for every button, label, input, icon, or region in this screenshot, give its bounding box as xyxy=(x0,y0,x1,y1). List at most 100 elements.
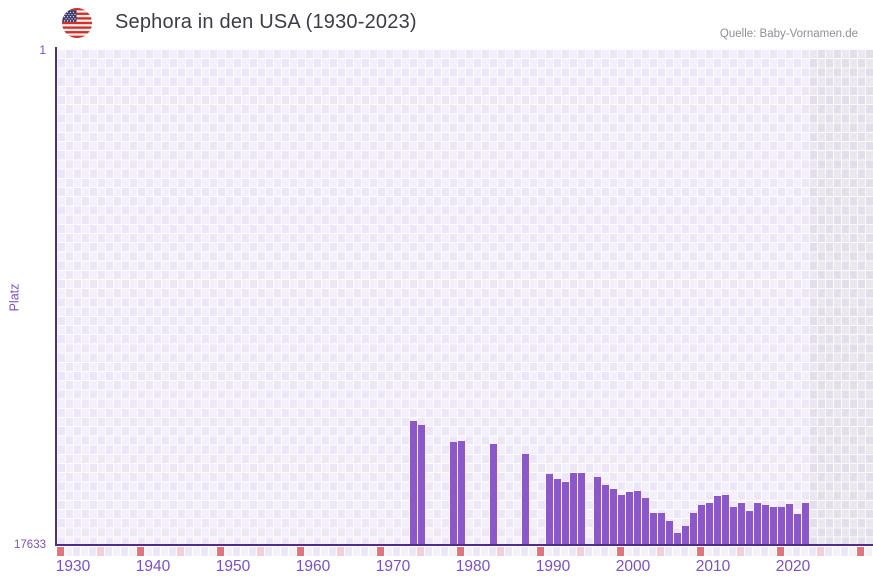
bar-1996[interactable] xyxy=(602,485,609,545)
strip-cell-2005 xyxy=(673,547,680,556)
strip-cell-2021 xyxy=(801,547,808,556)
bar-2012[interactable] xyxy=(730,506,737,545)
source-label: Quelle: Baby-Vornamen.de xyxy=(719,28,858,40)
strip-cell-1932 xyxy=(89,547,96,556)
strip-cell-2008 xyxy=(697,547,704,556)
bar-2002[interactable] xyxy=(650,513,657,545)
bar-1993[interactable] xyxy=(578,472,585,545)
bar-2008[interactable] xyxy=(698,505,705,545)
strip-cell-1982 xyxy=(489,547,496,556)
x-tick-1990: 1990 xyxy=(535,558,571,575)
bar-2007[interactable] xyxy=(690,513,697,545)
y-axis-min-tick: 17633 xyxy=(14,539,46,551)
bar-1990[interactable] xyxy=(554,479,561,545)
strip-cell-1943 xyxy=(177,547,184,556)
strip-cell-2024 xyxy=(825,547,832,556)
bar-2016[interactable] xyxy=(762,505,769,545)
bar-2020[interactable] xyxy=(794,514,801,545)
strip-cell-1941 xyxy=(161,547,168,556)
strip-cell-2015 xyxy=(753,547,760,556)
bar-2014[interactable] xyxy=(746,510,753,545)
bar-1973[interactable] xyxy=(418,425,425,545)
bar-1995[interactable] xyxy=(594,477,601,545)
x-tick-2010: 2010 xyxy=(695,558,731,575)
bar-2011[interactable] xyxy=(722,494,729,545)
strip-cell-1931 xyxy=(81,547,88,556)
strip-cell-1960 xyxy=(313,547,320,556)
bar-2017[interactable] xyxy=(770,506,777,545)
bar-1977[interactable] xyxy=(450,442,457,545)
strip-cell-2006 xyxy=(681,547,688,556)
strip-cell-1965 xyxy=(353,547,360,556)
x-tick-1940: 1940 xyxy=(135,558,171,575)
strip-cell-2013 xyxy=(737,547,744,556)
strip-cell-1971 xyxy=(401,547,408,556)
strip-cell-1940 xyxy=(153,547,160,556)
bar-1978[interactable] xyxy=(458,441,465,545)
strip-cell-1928 xyxy=(57,547,64,556)
y-axis-line xyxy=(55,47,57,546)
strip-cell-1949 xyxy=(225,547,232,556)
bar-2004[interactable] xyxy=(666,521,673,545)
strip-cell-1996 xyxy=(601,547,608,556)
strip-cell-2003 xyxy=(657,547,664,556)
bar-1982[interactable] xyxy=(490,443,497,545)
bar-1972[interactable] xyxy=(410,421,417,545)
bar-2019[interactable] xyxy=(786,504,793,545)
strip-cell-1953 xyxy=(257,547,264,556)
bar-1991[interactable] xyxy=(562,482,569,545)
strip-cell-2001 xyxy=(641,547,648,556)
bar-1999[interactable] xyxy=(626,491,633,545)
strip-cell-1990 xyxy=(553,547,560,556)
bar-1992[interactable] xyxy=(570,473,577,545)
strip-cell-1930 xyxy=(73,547,80,556)
strip-cell-1980 xyxy=(473,547,480,556)
strip-cell-2002 xyxy=(649,547,656,556)
bar-1998[interactable] xyxy=(618,495,625,545)
strip-cell-1954 xyxy=(265,547,272,556)
strip-cell-1978 xyxy=(457,547,464,556)
bar-2021[interactable] xyxy=(802,503,809,545)
strip-cell-1969 xyxy=(385,547,392,556)
y-axis-title: Platz xyxy=(7,283,21,312)
bar-2006[interactable] xyxy=(682,525,689,545)
bar-1997[interactable] xyxy=(610,489,617,545)
strip-cell-2012 xyxy=(729,547,736,556)
strip-cell-1966 xyxy=(361,547,368,556)
bar-2005[interactable] xyxy=(674,532,681,545)
bar-2013[interactable] xyxy=(738,503,745,545)
strip-cell-1967 xyxy=(369,547,376,556)
plot-area xyxy=(57,49,873,545)
bar-2009[interactable] xyxy=(706,503,713,545)
strip-cell-1944 xyxy=(185,547,192,556)
bar-2018[interactable] xyxy=(778,506,785,545)
strip-cell-2020 xyxy=(793,547,800,556)
us-flag-icon xyxy=(62,8,92,38)
strip-cell-1997 xyxy=(609,547,616,556)
bar-1989[interactable] xyxy=(546,474,553,545)
bar-1986[interactable] xyxy=(522,453,529,545)
bar-2015[interactable] xyxy=(754,503,761,545)
strip-cell-1981 xyxy=(481,547,488,556)
bar-2003[interactable] xyxy=(658,513,665,545)
strip-cell-1962 xyxy=(329,547,336,556)
strip-cell-1946 xyxy=(201,547,208,556)
timeline-strip xyxy=(57,547,873,556)
strip-cell-2028 xyxy=(857,547,864,556)
bar-2001[interactable] xyxy=(642,497,649,545)
bar-2010[interactable] xyxy=(714,496,721,545)
strip-cell-2025 xyxy=(833,547,840,556)
strip-cell-1934 xyxy=(105,547,112,556)
strip-cell-1937 xyxy=(129,547,136,556)
bar-2000[interactable] xyxy=(634,490,641,545)
strip-cell-1972 xyxy=(409,547,416,556)
strip-cell-1961 xyxy=(321,547,328,556)
strip-cell-2011 xyxy=(721,547,728,556)
strip-cell-1959 xyxy=(305,547,312,556)
strip-cell-1950 xyxy=(233,547,240,556)
x-axis-labels: 1930 1940 1950 1960 1970 1980 1990 2000 2010 2020 xyxy=(0,558,873,580)
strip-cell-1973 xyxy=(417,547,424,556)
strip-cell-1991 xyxy=(561,547,568,556)
y-axis-max-tick: 1 xyxy=(39,43,46,57)
